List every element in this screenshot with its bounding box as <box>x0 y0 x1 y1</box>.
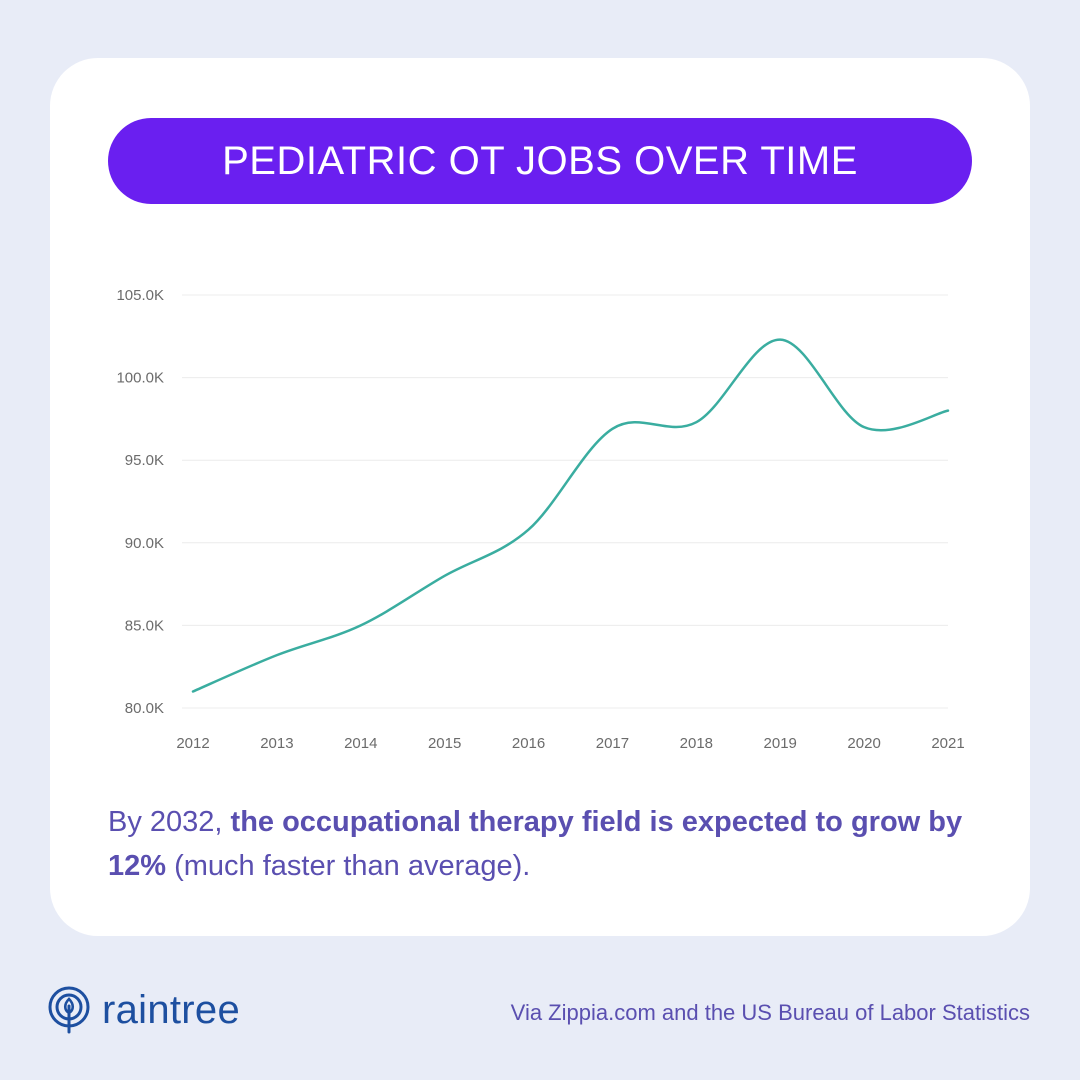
chart-title: PEDIATRIC OT JOBS OVER TIME <box>222 138 858 183</box>
y-tick-label: 90.0K <box>125 535 164 552</box>
caption-bold: the occupational therapy field is expect… <box>108 806 963 882</box>
x-tick-label: 2017 <box>596 735 629 752</box>
brand-name: raintree <box>102 987 241 1032</box>
data-point <box>609 426 615 432</box>
data-point <box>945 408 951 414</box>
tree-in-circle-icon <box>48 986 90 1034</box>
data-point <box>526 527 532 533</box>
source-note: Via Zippia.com and the US Bureau of Labo… <box>510 1000 1030 1025</box>
series-line <box>191 338 950 693</box>
y-tick-label: 100.0K <box>116 370 164 387</box>
y-tick-label: 80.0K <box>125 700 164 717</box>
data-point <box>777 337 783 343</box>
x-tick-label: 2019 <box>764 735 797 752</box>
data-point <box>442 573 448 579</box>
data-point <box>358 622 364 628</box>
caption: By 2032, the occupational therapy field … <box>108 800 988 888</box>
x-tick-label: 2016 <box>512 735 545 752</box>
y-tick-label: 85.0K <box>125 617 164 634</box>
title-banner: PEDIATRIC OT JOBS OVER TIME <box>108 118 972 204</box>
x-tick-label: 2015 <box>428 735 461 752</box>
caption-tail: (much faster than average). <box>166 850 531 882</box>
content-card: PEDIATRIC OT JOBS OVER TIME By 2032, the… <box>50 58 1030 936</box>
caption-lead: By 2032, <box>108 806 231 838</box>
data-point <box>274 652 280 658</box>
x-tick-label: 2020 <box>847 735 880 752</box>
y-tick-label: 105.0K <box>116 287 164 304</box>
brand-logo[interactable]: raintree <box>48 986 240 1034</box>
y-tick-label: 95.0K <box>125 452 164 469</box>
data-point <box>861 424 867 430</box>
x-tick-label: 2021 <box>931 735 964 752</box>
x-tick-label: 2018 <box>680 735 713 752</box>
x-tick-label: 2012 <box>176 735 209 752</box>
data-point <box>190 688 196 694</box>
data-point <box>693 419 699 425</box>
x-tick-label: 2014 <box>344 735 377 752</box>
x-tick-label: 2013 <box>260 735 293 752</box>
